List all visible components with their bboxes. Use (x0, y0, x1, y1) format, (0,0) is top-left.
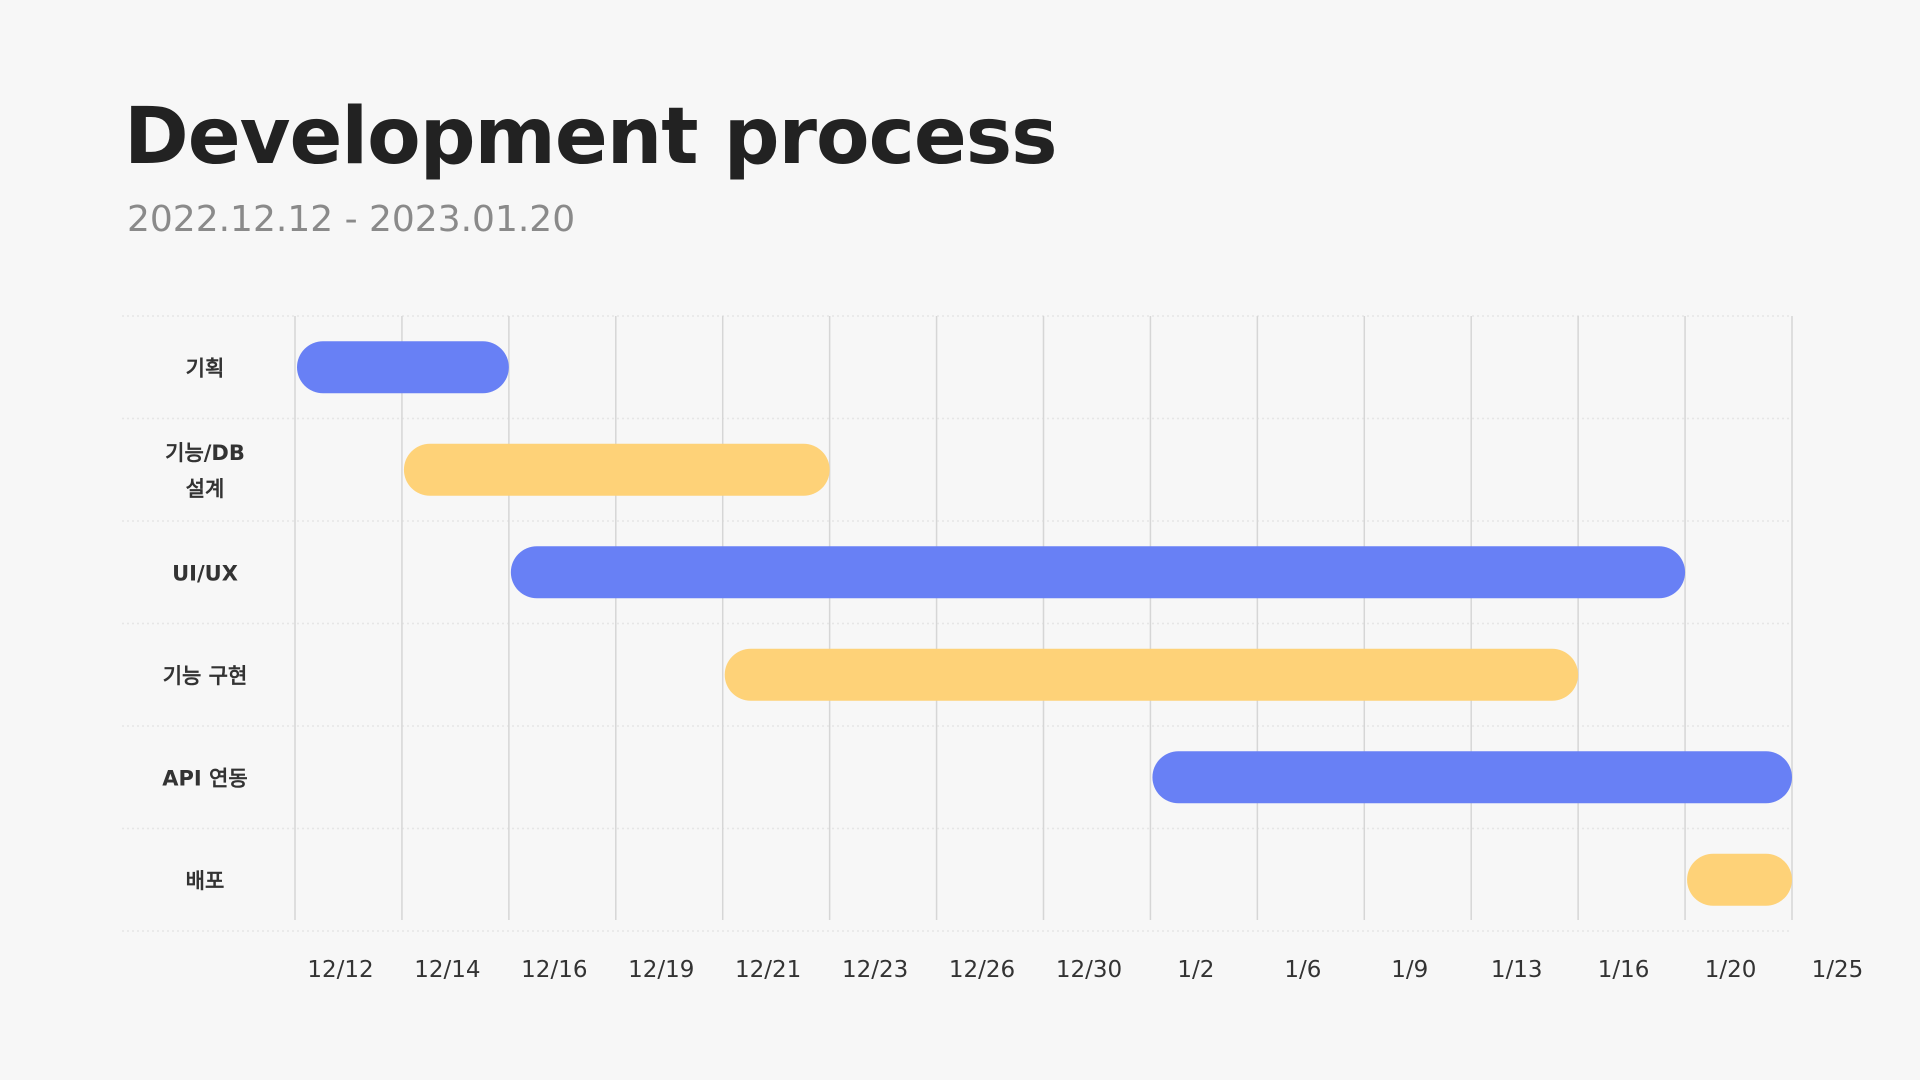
task-bar (1152, 751, 1792, 804)
task-bar (724, 648, 1579, 701)
x-tick-label: 1/6 (1284, 957, 1321, 983)
task-bar (510, 546, 1686, 599)
task-label: UI/UX (172, 561, 238, 585)
x-tick-label: 1/2 (1177, 957, 1214, 983)
x-tick-label: 1/16 (1598, 957, 1650, 983)
task-label: 설계 (186, 477, 225, 501)
x-tick-label: 12/14 (414, 957, 480, 983)
x-tick-label: 12/26 (949, 957, 1015, 983)
task-label: API 연동 (162, 766, 247, 790)
x-tick-label: 12/21 (735, 957, 801, 983)
x-tick-label: 12/12 (307, 957, 373, 983)
task-label: 기능 구현 (163, 664, 248, 688)
page-title: Development process (124, 92, 1058, 182)
x-tick-label: 12/30 (1056, 957, 1122, 983)
x-tick-label: 1/9 (1391, 957, 1428, 983)
task-bar (403, 443, 830, 496)
date-range-subtitle: 2022.12.12 - 2023.01.20 (127, 199, 576, 240)
task-label: 배포 (186, 869, 225, 893)
x-tick-label: 12/16 (521, 957, 587, 983)
x-tick-label: 1/13 (1491, 957, 1543, 983)
task-bar (1687, 853, 1792, 906)
x-tick-label: 12/23 (842, 957, 908, 983)
x-tick-label: 1/20 (1705, 957, 1757, 983)
task-label: 기획 (186, 356, 225, 380)
task-label: 기능/DB (165, 441, 245, 465)
x-tick-label: 1/25 (1812, 957, 1864, 983)
task-bar (297, 341, 509, 394)
x-tick-label: 12/19 (628, 957, 694, 983)
